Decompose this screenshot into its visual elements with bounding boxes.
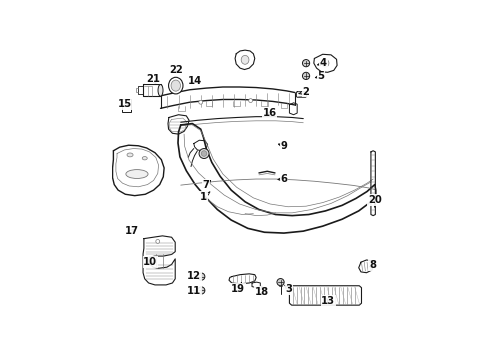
Text: 7: 7 xyxy=(203,180,210,190)
Circle shape xyxy=(302,72,309,80)
Text: 22: 22 xyxy=(168,66,183,75)
Text: 12: 12 xyxy=(187,271,201,281)
Ellipse shape xyxy=(125,170,148,179)
Text: 2: 2 xyxy=(298,87,309,97)
Ellipse shape xyxy=(142,157,147,160)
Text: 19: 19 xyxy=(231,283,244,293)
Ellipse shape xyxy=(171,80,180,91)
Ellipse shape xyxy=(127,153,133,157)
Text: 6: 6 xyxy=(277,174,287,184)
Circle shape xyxy=(156,239,160,243)
Text: 10: 10 xyxy=(143,257,157,267)
Text: 3: 3 xyxy=(284,284,292,294)
Circle shape xyxy=(197,287,204,294)
Text: 1: 1 xyxy=(200,192,209,202)
Text: 4: 4 xyxy=(317,58,326,68)
Text: 21: 21 xyxy=(146,74,160,85)
Text: 5: 5 xyxy=(315,72,324,81)
Text: 17: 17 xyxy=(125,226,139,236)
Text: 13: 13 xyxy=(321,296,335,306)
Text: 18: 18 xyxy=(255,286,269,297)
Text: 11: 11 xyxy=(186,286,201,296)
Ellipse shape xyxy=(321,59,328,67)
Circle shape xyxy=(248,99,252,103)
Text: 15: 15 xyxy=(118,99,132,109)
Text: 8: 8 xyxy=(368,260,375,270)
Circle shape xyxy=(276,279,284,286)
Text: 20: 20 xyxy=(367,195,381,205)
Circle shape xyxy=(197,273,204,280)
Text: 16: 16 xyxy=(262,108,276,118)
Circle shape xyxy=(198,100,202,104)
Ellipse shape xyxy=(241,55,248,64)
Text: 9: 9 xyxy=(278,141,287,151)
Text: 14: 14 xyxy=(188,76,202,86)
Ellipse shape xyxy=(158,85,163,96)
Circle shape xyxy=(124,104,128,107)
Circle shape xyxy=(201,151,206,156)
Circle shape xyxy=(199,149,208,158)
Ellipse shape xyxy=(168,77,183,94)
Circle shape xyxy=(302,59,309,67)
Bar xyxy=(122,99,130,112)
